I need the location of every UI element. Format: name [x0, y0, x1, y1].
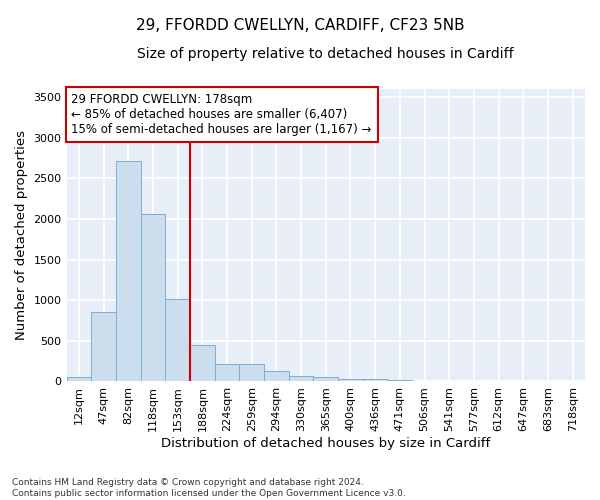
Bar: [140, 214, 165, 382]
Text: 29, FFORDD CWELLYN, CARDIFF, CF23 5NB: 29, FFORDD CWELLYN, CARDIFF, CF23 5NB: [136, 18, 464, 32]
Bar: [91, 312, 116, 382]
Bar: [239, 364, 264, 382]
Bar: [313, 377, 338, 382]
Title: Size of property relative to detached houses in Cardiff: Size of property relative to detached ho…: [137, 48, 514, 62]
Y-axis label: Number of detached properties: Number of detached properties: [15, 130, 28, 340]
Bar: [264, 371, 289, 382]
Bar: [190, 345, 215, 382]
X-axis label: Distribution of detached houses by size in Cardiff: Distribution of detached houses by size …: [161, 437, 490, 450]
Bar: [338, 379, 363, 382]
Text: Contains HM Land Registry data © Crown copyright and database right 2024.
Contai: Contains HM Land Registry data © Crown c…: [12, 478, 406, 498]
Bar: [165, 300, 190, 382]
Bar: [116, 160, 140, 382]
Bar: [215, 364, 239, 382]
Bar: [289, 376, 313, 382]
Text: 29 FFORDD CWELLYN: 178sqm
← 85% of detached houses are smaller (6,407)
15% of se: 29 FFORDD CWELLYN: 178sqm ← 85% of detac…: [71, 93, 372, 136]
Bar: [363, 380, 388, 382]
Bar: [67, 376, 91, 382]
Bar: [388, 380, 412, 382]
